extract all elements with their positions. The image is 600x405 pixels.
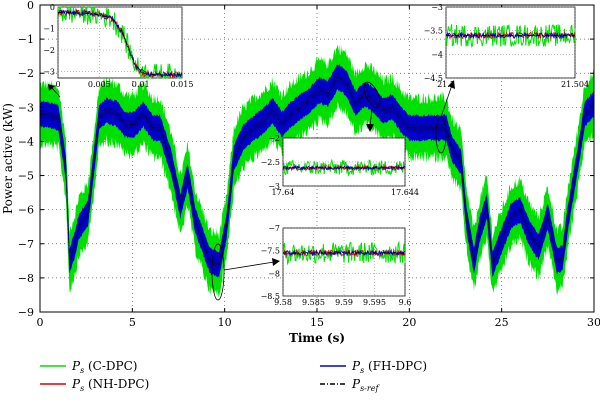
inset-x-tick-label: 9.6: [399, 298, 412, 307]
inset-y-tick-label: −8: [268, 269, 280, 278]
y-tick-label: −5: [18, 170, 34, 183]
inset-17s: 17.64 17.644 −2 −2.5 −3: [261, 134, 419, 197]
callout-arrow-21s: [440, 84, 453, 118]
legend-text: (C-DPC): [84, 359, 137, 373]
inset-x-tick-label: 9.585: [302, 298, 325, 307]
legend-subscript: s-ref: [360, 384, 380, 393]
inset-y-tick-label: −2.5: [261, 158, 280, 167]
y-tick-label: −8: [18, 272, 34, 285]
inset-y-tick-label: −2: [43, 46, 55, 55]
inset-y-tick-label: −3: [43, 68, 55, 77]
legend-text: (FH-DPC): [364, 359, 427, 373]
inset-c-dpc-line: [445, 24, 576, 48]
legend-label: Ps (FH-DPC): [351, 359, 427, 375]
inset-x-tick-label: 9.59: [335, 298, 353, 307]
x-tick-label: 10: [218, 316, 232, 329]
callouts: [48, 80, 455, 301]
inset-y-tick-label: −2: [268, 134, 280, 143]
inset-x-tick-label: 9.595: [363, 298, 386, 307]
x-axis-label: Time (s): [289, 331, 345, 345]
callout-arrow-17s: [369, 108, 373, 127]
legend-subscript: s: [80, 366, 84, 375]
inset-x-tick-label: 9.58: [274, 298, 292, 307]
x-tick-label: 25: [495, 316, 509, 329]
y-tick-label: −1: [18, 33, 34, 46]
y-tick-label: −2: [18, 67, 34, 80]
y-tick-label: −3: [18, 101, 34, 114]
legend-symbol: P: [71, 377, 81, 391]
y-tick-label: −7: [18, 238, 34, 251]
legend-text: (NH-DPC): [84, 377, 149, 391]
x-tick-label: 0: [37, 316, 44, 329]
callout-arrow-9s: [223, 261, 275, 271]
inset-y-tick-label: −7: [268, 224, 280, 233]
y-tick-label: 0: [27, 0, 34, 12]
x-tick-label: 15: [310, 316, 324, 329]
inset-c-dpc-line: [282, 240, 406, 266]
inset-x-tick-label: 0.015: [171, 80, 194, 89]
inset-x-tick-label: 0: [55, 80, 60, 89]
inset-y-tick-label: −4: [431, 50, 443, 59]
legend-label: Ps (NH-DPC): [71, 377, 149, 393]
inset-y-tick-label: −4.5: [424, 74, 443, 83]
y-tick-label: −4: [18, 135, 34, 148]
y-tick-label: −9: [18, 306, 34, 319]
inset-21s: 21.5 21.504 −3 −3.5 −4 −4.5: [424, 3, 589, 89]
inset-x-tick-label: 21.5: [437, 80, 455, 89]
inset-start: 0 0.005 0.01 0.015 0 −1 −2 −3: [43, 3, 193, 89]
callout-ellipse-17s: [363, 81, 381, 109]
inset-x-tick-label: 17.64: [272, 188, 295, 197]
inset-y-tick-label: −8.5: [261, 292, 280, 301]
inset-fh-dpc-line: [57, 9, 183, 78]
series-ps-ref-line: [40, 76, 595, 265]
legend-symbol: P: [351, 377, 361, 391]
legend-subscript: s: [360, 366, 364, 375]
x-tick-label: 20: [402, 316, 416, 329]
arrowhead: [366, 124, 374, 132]
inset-x-tick-label: 21.504: [561, 80, 589, 89]
arrowhead: [448, 80, 455, 89]
x-tick-label: 30: [587, 316, 600, 329]
y-tick-label: −6: [18, 204, 34, 217]
series-fh-dpc-band: [40, 64, 594, 278]
callout-arrow-start: [51, 87, 61, 98]
legend-label: Ps-ref: [351, 377, 380, 393]
inset-y-tick-label: −7.5: [261, 247, 280, 256]
arrowhead: [272, 258, 280, 266]
inset-y-tick-label: −3: [431, 3, 443, 12]
x-tick-label: 5: [129, 316, 136, 329]
inset-y-tick-label: −3.5: [424, 27, 443, 36]
inset-x-tick-label: 0.005: [88, 80, 111, 89]
inset-fh-dpc-line: [445, 31, 576, 40]
arrowhead: [48, 84, 55, 91]
inset-ps-ref-line: [57, 11, 182, 76]
inset-y-tick-label: −3: [268, 182, 280, 191]
series-nh-dpc-band: [40, 72, 594, 270]
inset-frame: [57, 6, 183, 79]
inset-x-tick-label: 0.01: [132, 80, 150, 89]
y-axis-label: Power active (kW): [1, 103, 15, 214]
legend-symbol: P: [71, 359, 81, 373]
inset-y-tick-label: −1: [43, 25, 55, 34]
legend-subscript: s: [80, 384, 84, 393]
legend-symbol: P: [351, 359, 361, 373]
legend-label: Ps (C-DPC): [71, 359, 137, 375]
legend: Ps (C-DPC) Ps (FH-DPC)Ps (NH-DPC) Ps-ref: [40, 359, 427, 393]
inset-y-tick-label: 0: [50, 3, 55, 12]
callout-ellipse-9s: [211, 243, 225, 301]
inset-9s: 9.58 9.585 9.59 9.595 9.6 −7 −7.5 −8 −8.5: [261, 224, 412, 307]
inset-x-tick-label: 17.644: [391, 188, 419, 197]
